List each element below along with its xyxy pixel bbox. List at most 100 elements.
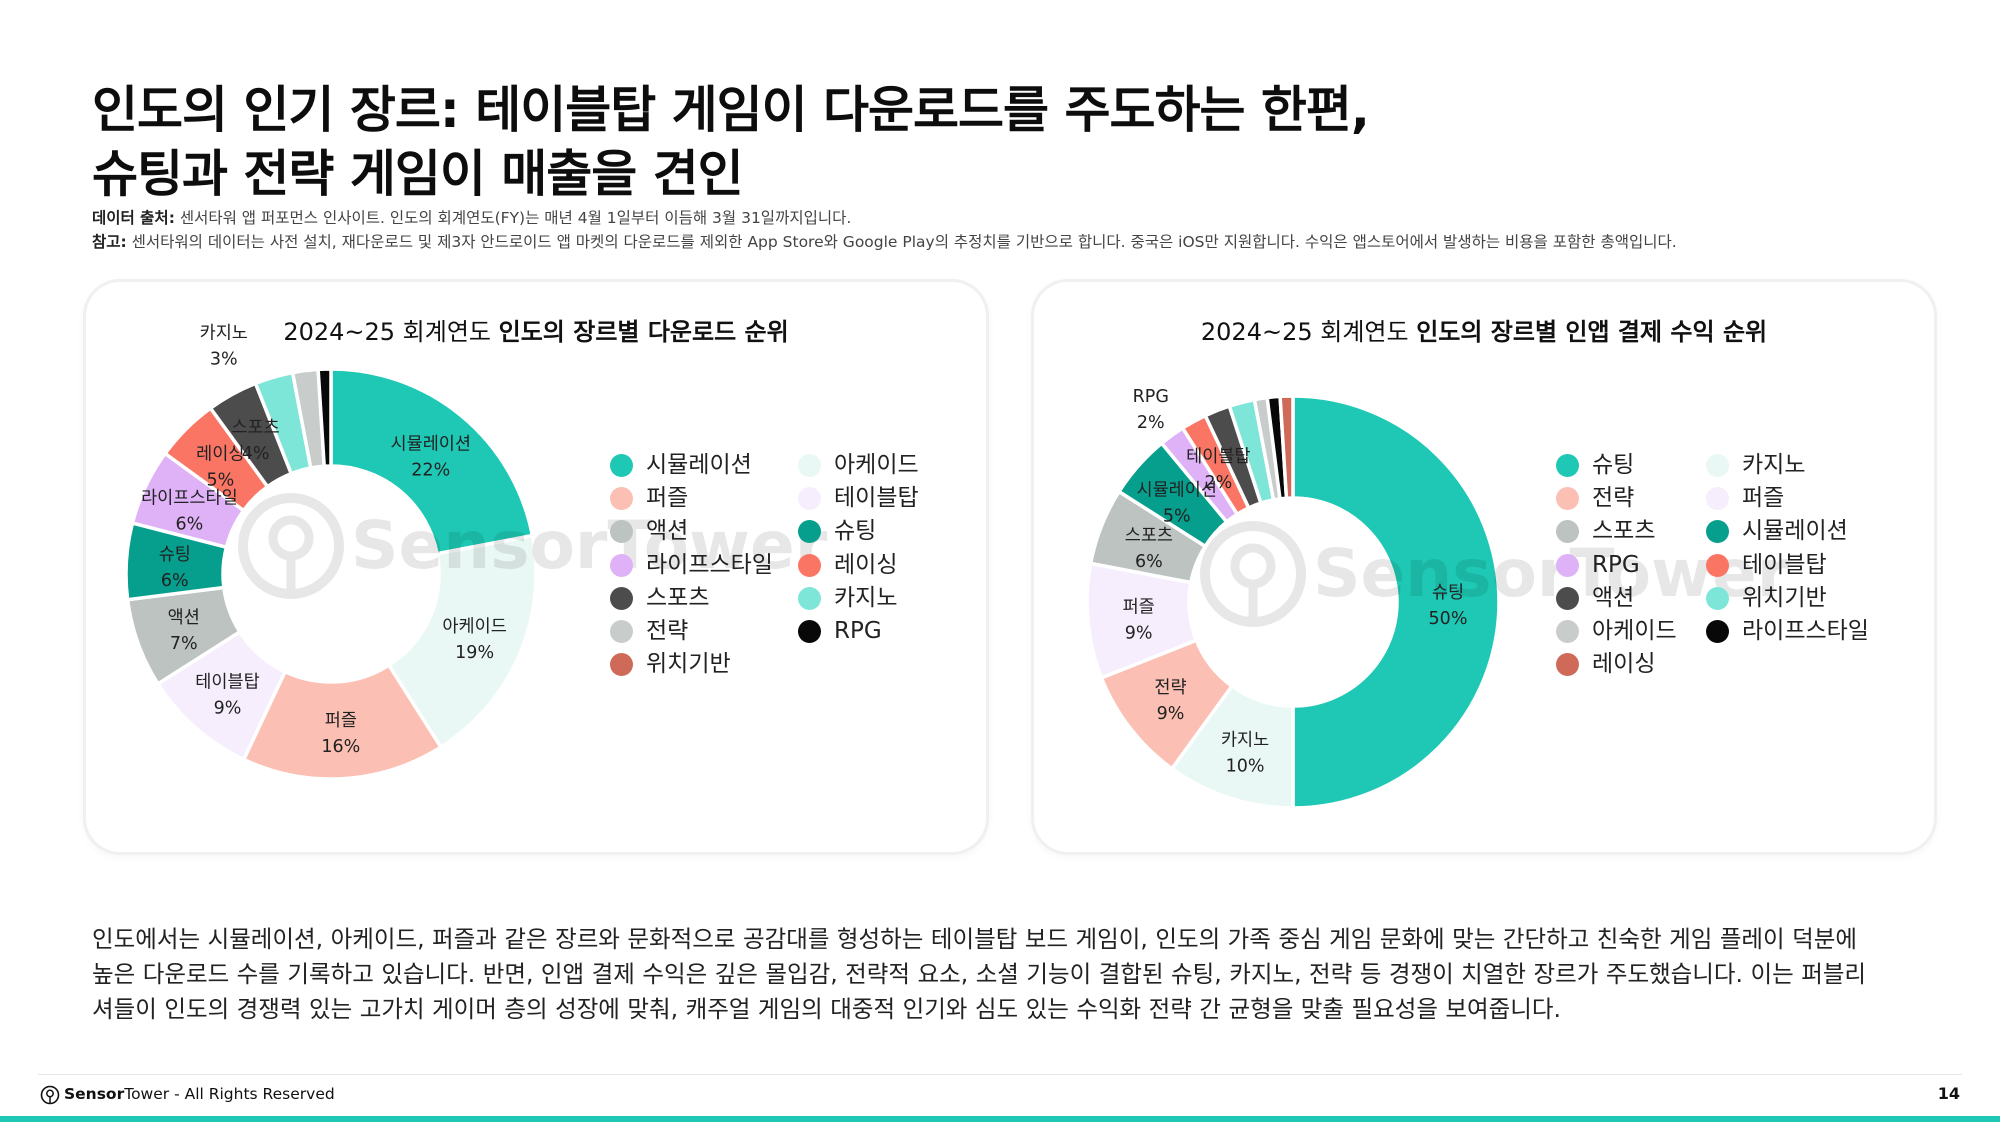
legend-swatch-icon: [1706, 586, 1729, 610]
donut-label-value: 19%: [455, 643, 494, 663]
donut-label-category: 아케이드: [442, 617, 506, 637]
legend-swatch-icon: [1706, 487, 1729, 511]
summary-paragraph: 인도에서는 시뮬레이션, 아케이드, 퍼즐과 같은 장르와 문화적으로 공감대를…: [92, 922, 1952, 1027]
footer-divider: [38, 1074, 1962, 1075]
downloads-chart-panel: 2024~25 회계연도 인도의 장르별 다운로드 순위 SensorTower…: [86, 282, 986, 852]
sensortower-watermark: SensorTower: [238, 493, 828, 599]
donut-label-value: 6%: [176, 514, 204, 534]
legend-swatch-icon: [1556, 586, 1579, 610]
donut-wedges: [1085, 394, 1501, 810]
legend-label: 퍼즐: [1742, 485, 1785, 512]
donut-slice-0[interactable]: [329, 367, 535, 556]
footer-brand-tower: Tower: [124, 1085, 170, 1103]
legend-label: 전략: [1592, 485, 1635, 512]
reference-text: 센서타워의 데이터는 사전 설치, 재다운로드 및 제3자 안드로이드 앱 마켓…: [126, 233, 1677, 251]
donut-label-value: 9%: [1157, 704, 1185, 724]
data-source-note: 데이터 출처: 센서타워 앱 퍼포먼스 인사이트. 인도의 회계연도(FY)는 …: [92, 206, 1912, 230]
data-source-label: 데이터 출처:: [92, 209, 175, 227]
donut-label-value: 2%: [1204, 473, 1232, 493]
donut-slice-1[interactable]: [386, 533, 538, 750]
notes: 데이터 출처: 센서타워 앱 퍼포먼스 인사이트. 인도의 회계연도(FY)는 …: [92, 206, 1912, 254]
legend-swatch-icon: [1706, 620, 1729, 643]
downloads-chart-title-bold: 인도의 장르별 다운로드 순위: [498, 318, 789, 346]
legend-label: 액션: [1592, 584, 1635, 611]
watermark-logo-eye: [1230, 543, 1276, 589]
legend-label: 슈팅: [1592, 452, 1635, 478]
legend-swatch-icon: [610, 520, 633, 544]
donut-label-category: 전략: [1154, 678, 1186, 698]
data-source-text: 센서타워 앱 퍼포먼스 인사이트. 인도의 회계연도(FY)는 매년 4월 1일…: [174, 209, 852, 227]
legend-label: 레이싱: [1592, 651, 1656, 678]
legend-swatch-icon: [610, 454, 633, 477]
footer-rights: - All Rights Reserved: [169, 1085, 335, 1103]
downloads-donut-chart: SensorTower 시뮬레이션 22% 아케이드 19% 퍼즐 16% 테이블탑 9% 액션 7…: [124, 324, 828, 781]
donut-label-value: 16%: [321, 737, 360, 757]
legend-swatch-icon: [798, 454, 821, 477]
donut-label-0: 시뮬레이션 22%: [391, 434, 472, 480]
donut-label-0: 슈팅 50%: [1429, 583, 1468, 629]
donut-label-category: RPG: [1133, 387, 1169, 407]
donut-label-category: 퍼즐: [1123, 598, 1155, 618]
downloads-chart-title: 2024~25 회계연도 인도의 장르별 다운로드 순위: [86, 312, 986, 347]
summary-line-2: 높은 다운로드 수를 기록하고 있습니다. 반면, 인앱 결제 수익은 깊은 몰…: [92, 960, 1867, 988]
legend-swatch-icon: [610, 586, 633, 610]
legend-label: 전략: [646, 618, 689, 644]
donut-slice-0[interactable]: [1291, 394, 1501, 810]
legend-swatch-icon: [610, 487, 633, 511]
donut-label-category: 퍼즐: [325, 711, 357, 731]
donut-label-category: 카지노: [200, 324, 248, 344]
legend-label: 슈팅: [834, 518, 877, 545]
footer-brand: SensorTower - All Rights Reserved: [40, 1082, 335, 1106]
legend-swatch-icon: [610, 653, 633, 677]
donut-label-category: 액션: [168, 608, 200, 628]
downloads-chart-title-prefix: 2024~25 회계연도: [283, 318, 499, 346]
donut-slice-11[interactable]: [316, 367, 333, 469]
revenue-chart-title-prefix: 2024~25 회계연도: [1200, 318, 1417, 346]
donut-label-5: 슈팅 6%: [159, 545, 191, 591]
donut-label-1: 카지노 10%: [1221, 730, 1269, 776]
reference-note: 참고: 센서타워의 데이터는 사전 설치, 재다운로드 및 제3자 안드로이드 …: [92, 230, 1912, 254]
donut-label-value: 4%: [242, 444, 270, 464]
watermark-logo-ring: [238, 493, 344, 599]
donut-label-value: 7%: [170, 634, 198, 654]
legend-swatch-icon: [1556, 653, 1579, 677]
legend-swatch-icon: [1706, 520, 1729, 544]
page-title: 인도의 인기 장르: 테이블탑 게임이 다운로드를 주도하는 한편, 슈팅과 전…: [92, 78, 1912, 206]
donut-label-8: 스포츠 4%: [231, 418, 279, 464]
legend-swatch-icon: [798, 520, 821, 544]
summary-line-3: 셔들이 인도의 경쟁력 있는 고가치 게이머 층의 성장에 맞춰, 캐주얼 게임…: [92, 995, 1562, 1023]
donut-label-value: 6%: [1135, 552, 1163, 572]
legend-label: 시뮬레이션: [646, 452, 752, 478]
donut-label-value: 5%: [206, 470, 234, 490]
donut-label-category: 테이블탑: [1186, 447, 1250, 467]
donut-label-value: 9%: [214, 698, 242, 718]
watermark-logo-ring: [1200, 521, 1306, 627]
donut-slice-2[interactable]: [241, 662, 444, 781]
donut-label-category: 시뮬레이션: [1136, 480, 1217, 500]
page-title-line-2: 슈팅과 전략 게임이 매출을 견인: [92, 145, 744, 203]
legend-label: 위치기반: [646, 651, 731, 678]
donut-label-category: 스포츠: [231, 418, 279, 438]
downloads-legend: 시뮬레이션 퍼즐 액션 라이프스타일 스포츠 전략 위치기반 아케이드 테이블탑 슈팅 레이싱 카지노…: [86, 282, 986, 852]
donut-label-2: 퍼즐 16%: [321, 711, 360, 757]
legend-swatch-icon: [1706, 454, 1729, 477]
donut-label-category: 라이프스타일: [141, 488, 238, 508]
watermark-logo-eye: [268, 515, 314, 561]
donut-label-5: 시뮬레이션 5%: [1136, 480, 1217, 526]
summary-line-1: 인도에서는 시뮬레이션, 아케이드, 퍼즐과 같은 장르와 문화적으로 공감대를…: [92, 925, 1858, 953]
legend-label: 테이블탑: [834, 485, 919, 512]
sensortower-watermark: SensorTower: [1200, 521, 1790, 627]
legend-label: 아케이드: [834, 452, 919, 478]
legend-label: 스포츠: [1592, 518, 1656, 545]
legend-swatch-icon: [798, 553, 821, 577]
donut-label-6: 라이프스타일 6%: [141, 488, 238, 534]
revenue-chart-panel: 2024~25 회계연도 인도의 장르별 인앱 결제 수익 순위 SensorT…: [1034, 282, 1934, 852]
donut-slice-12[interactable]: [1278, 394, 1295, 501]
donut-label-category: 스포츠: [1125, 526, 1173, 546]
donut-label-3: 퍼즐 9%: [1123, 598, 1155, 644]
watermark-text: SensorTower: [351, 507, 828, 584]
donut-label-value: 22%: [411, 460, 450, 480]
legend-swatch-icon: [1556, 520, 1579, 544]
revenue-legend: 슈팅 전략 스포츠 RPG 액션 아케이드 레이싱 카지노 퍼즐 시뮬레이션 테이블탑 위치기반 라이프…: [1034, 282, 1934, 852]
